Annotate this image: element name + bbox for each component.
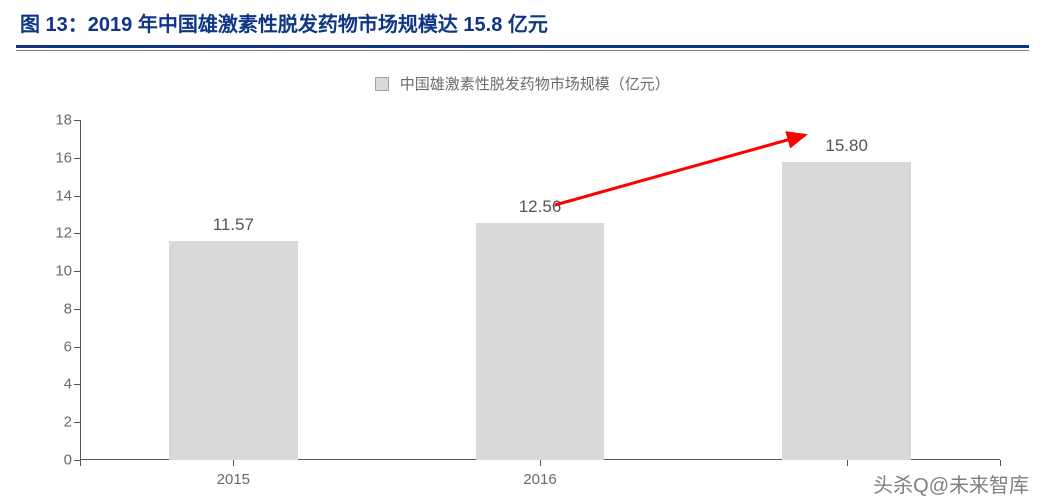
watermark: 头杀Q@未来智库	[873, 469, 1029, 498]
trend-arrow	[0, 0, 1045, 504]
figure-root: 图 13：2019 年中国雄激素性脱发药物市场规模达 15.8 亿元 中国雄激素…	[0, 0, 1045, 504]
